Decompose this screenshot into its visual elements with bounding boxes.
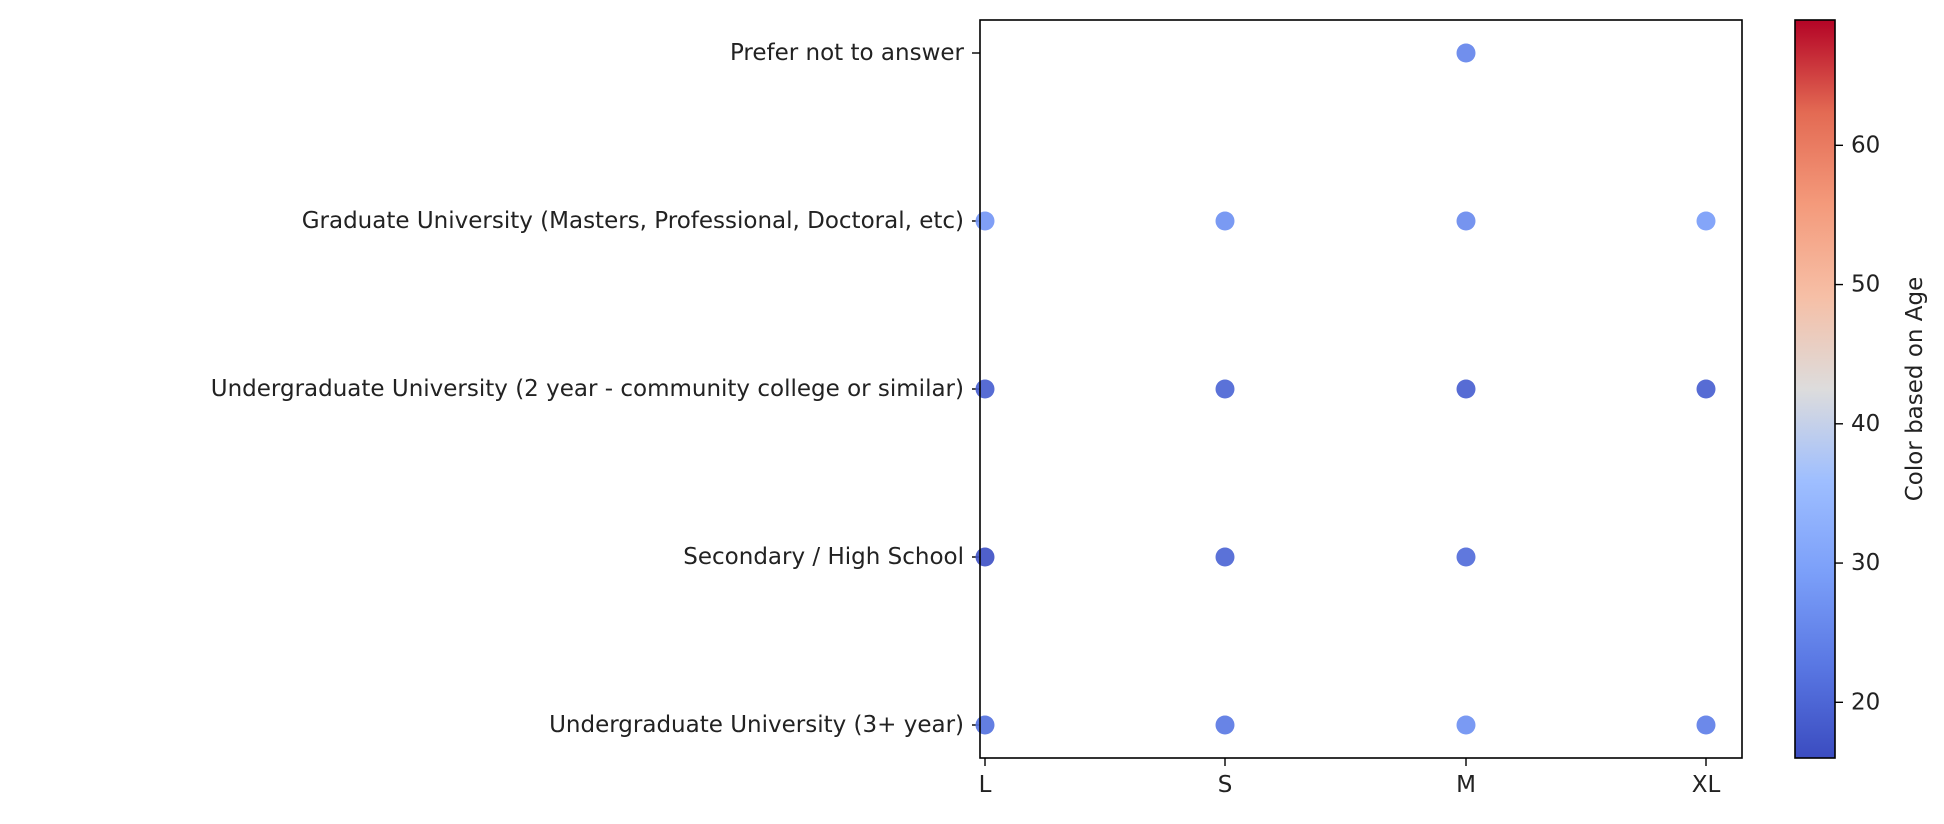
scatter-point (1215, 379, 1235, 399)
y-tick-label: Graduate University (Masters, Profession… (302, 208, 964, 234)
scatter-point (1215, 211, 1235, 231)
colorbar-tick-label: 40 (1851, 411, 1880, 437)
colorbar-label: Color based on Age (1902, 277, 1928, 502)
colorbar-ticks: 20 30 40 50 60 (1835, 132, 1880, 715)
y-tick-label: Undergraduate University (2 year - commu… (211, 376, 964, 402)
y-axis: Undergraduate University (3+ year) Second… (211, 40, 980, 738)
colorbar-tick-label: 30 (1851, 550, 1880, 576)
scatter-point (975, 211, 995, 231)
x-tick-label: M (1456, 772, 1476, 798)
plot-area-frame (979, 19, 1743, 759)
colorbar-tick-label: 50 (1851, 272, 1880, 298)
y-tick-label: Prefer not to answer (730, 40, 965, 66)
scatter-point (1456, 379, 1476, 399)
scatter-point (1456, 43, 1476, 63)
scatter-point (1215, 547, 1235, 567)
x-tick-label: L (979, 772, 992, 798)
scatter-point (975, 715, 995, 735)
scatter-point (1215, 715, 1235, 735)
x-tick-label: XL (1692, 772, 1721, 798)
scatter-point (1696, 715, 1716, 735)
colorbar-tick-label: 60 (1851, 132, 1880, 158)
scatter-point (1456, 547, 1476, 567)
scatter-point (975, 379, 995, 399)
x-axis: L S M XL (979, 758, 1721, 798)
colorbar (1794, 19, 1836, 759)
scatter-point (1456, 715, 1476, 735)
scatter-point (1696, 379, 1716, 399)
colorbar-tick-label: 20 (1851, 689, 1880, 715)
scatter-point (975, 547, 995, 567)
x-tick-label: S (1218, 772, 1233, 798)
y-tick-label: Secondary / High School (683, 544, 964, 570)
scatter-point (1696, 211, 1716, 231)
y-tick-label: Undergraduate University (3+ year) (549, 712, 964, 738)
scatter-point (1456, 211, 1476, 231)
